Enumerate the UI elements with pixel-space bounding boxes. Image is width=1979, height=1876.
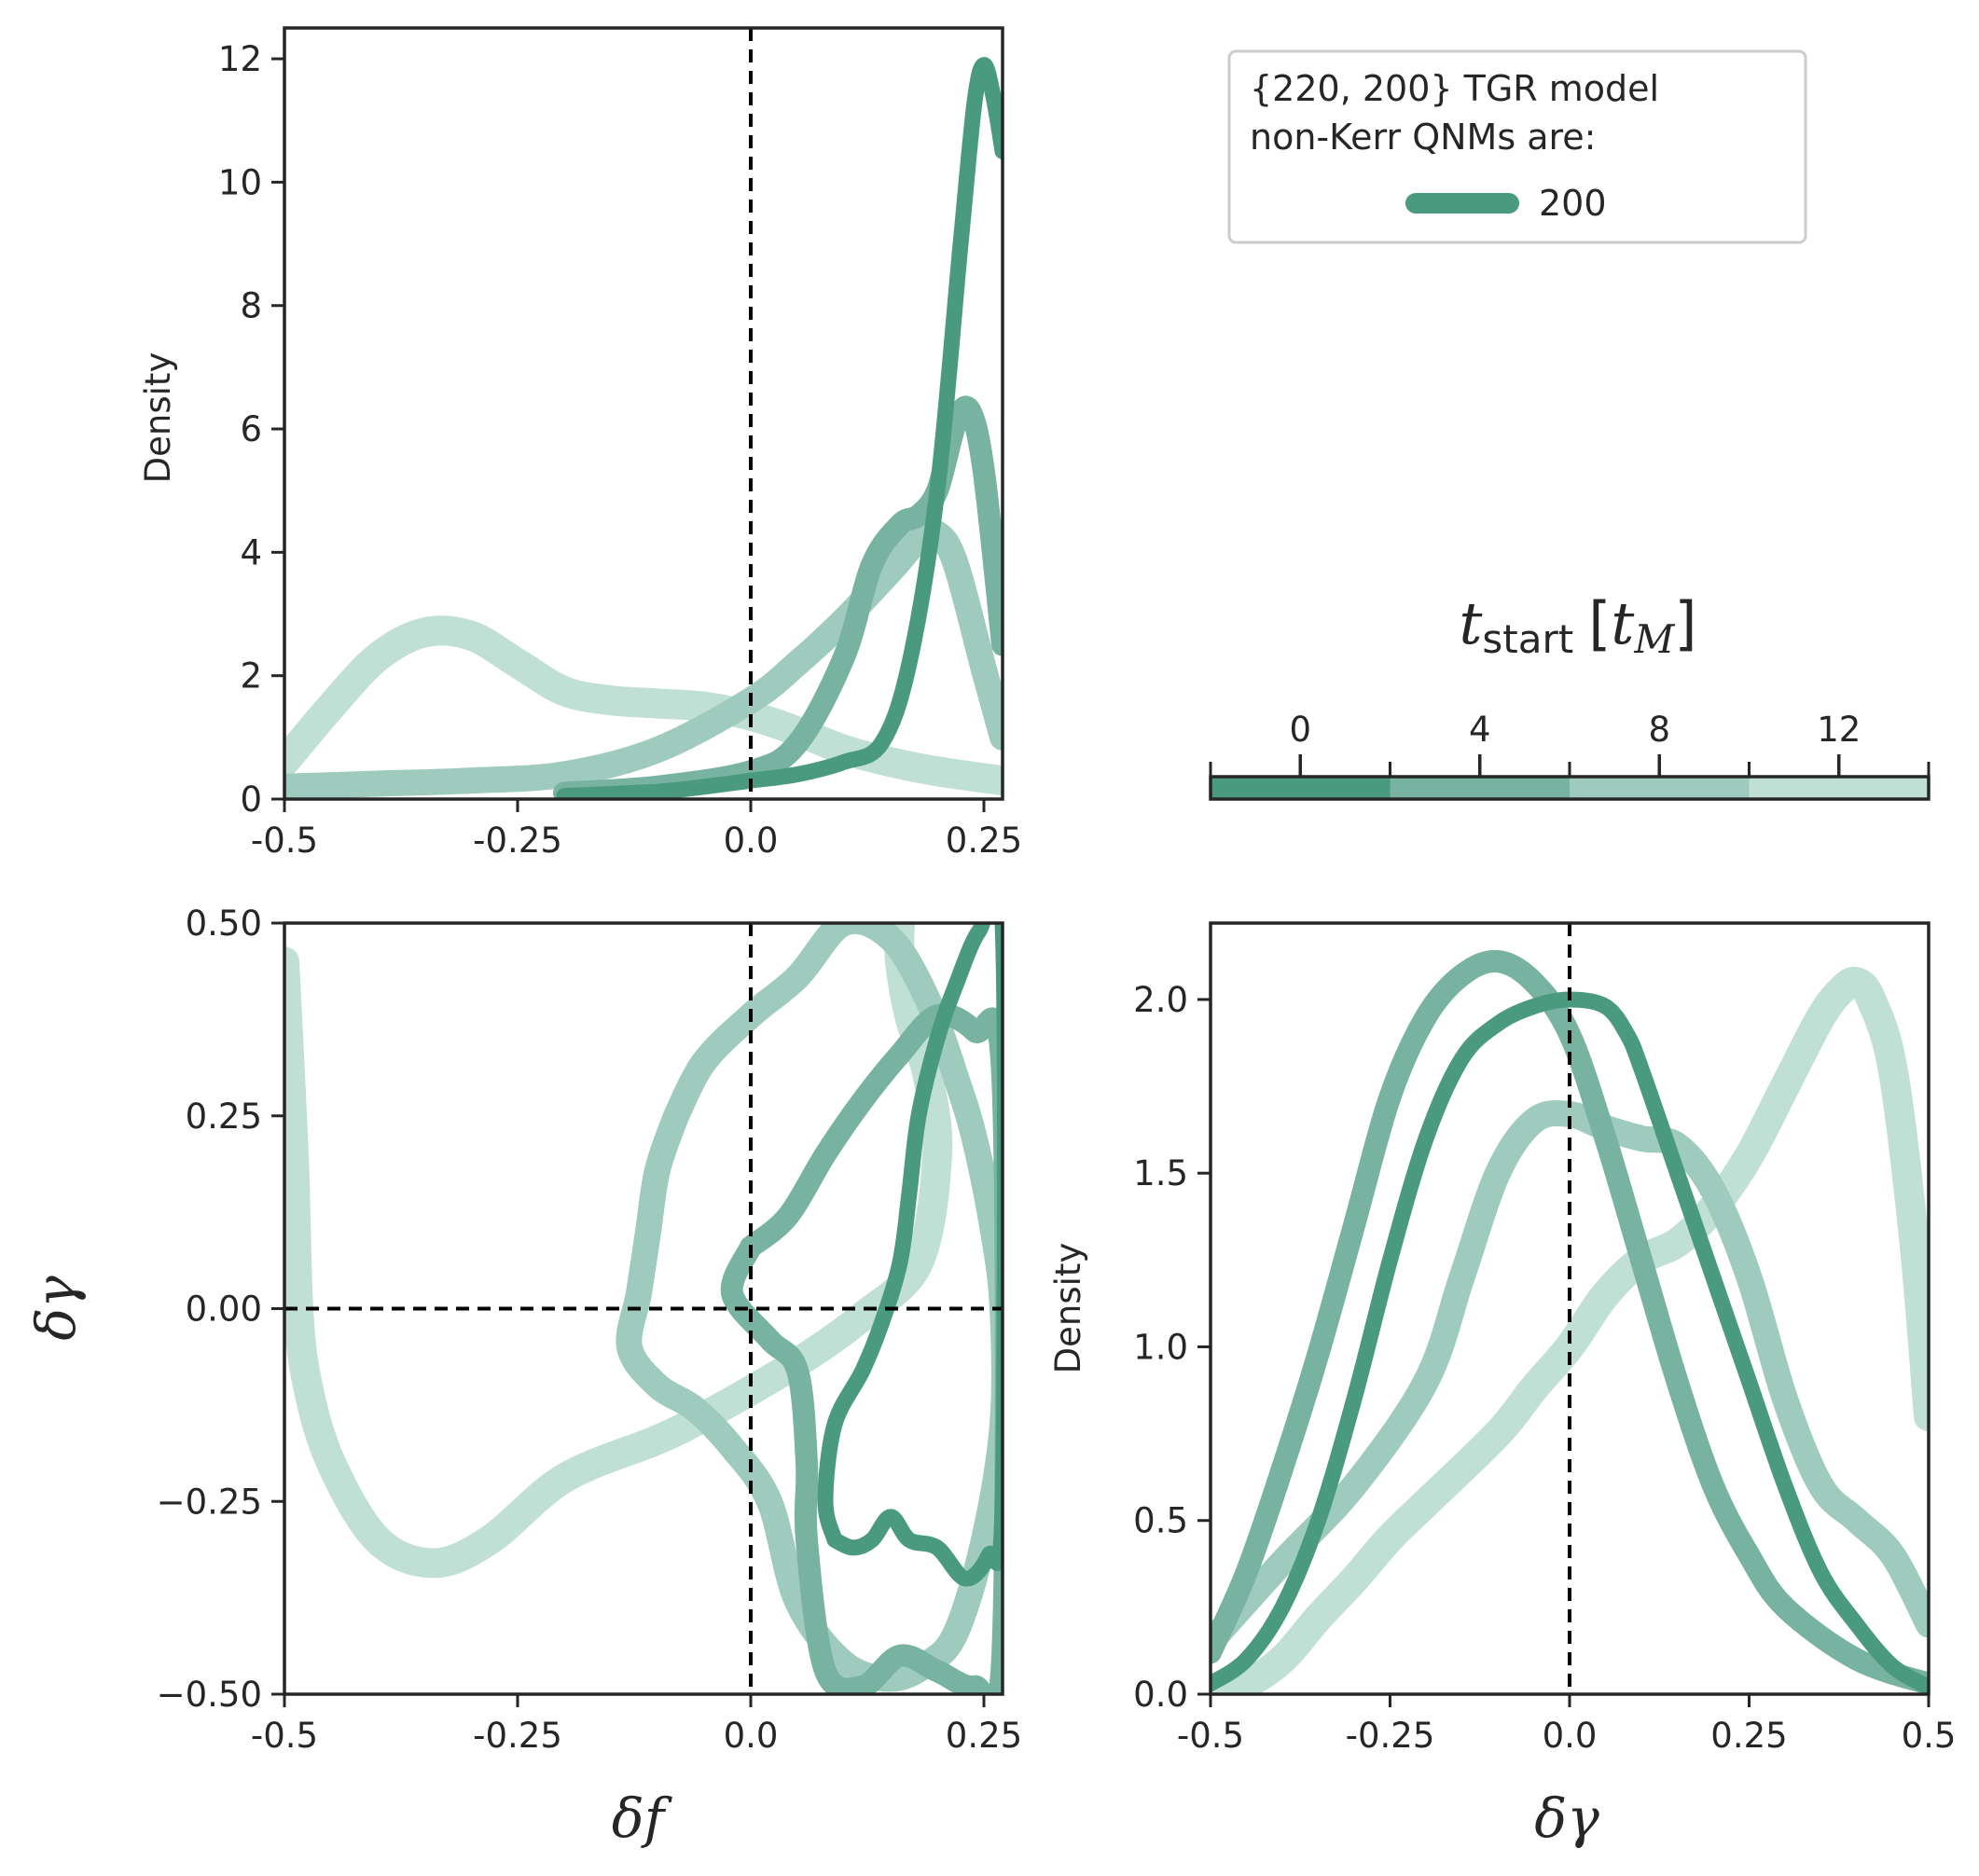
- ytick-label: 4: [240, 532, 262, 572]
- colorbar-tick-label: 0: [1289, 710, 1311, 750]
- legend-title-line1: {220, 200} TGR model: [1250, 68, 1659, 109]
- panel-bottom-left: -0.5 -0.25 0.0 0.25 −0.50 −0.25 0.00 0.25 0.50 δ…: [24, 904, 1023, 1850]
- colorbar-bins: [1211, 777, 1929, 799]
- colorbar-bin-0: [1211, 777, 1391, 799]
- legend-entry-label: 200: [1539, 183, 1607, 224]
- series-lightest-bottom-left: [284, 923, 953, 1579]
- xtick-label: -0.5: [251, 821, 318, 861]
- ticks-bottom-right: -0.5 -0.25 0.0 0.25 0.5 0.0 0.5 1.0 1.5 2.0: [1133, 980, 1956, 1756]
- xtick-label: 0.0: [724, 1716, 779, 1756]
- ytick-label: 6: [240, 409, 262, 449]
- series-dark-bottom-right: [1211, 991, 1929, 1694]
- colorbar-bin-3: [1749, 777, 1929, 799]
- xtick-label: 0.25: [946, 821, 1022, 861]
- curves-top-left: [284, 57, 1003, 799]
- frame-bottom-right: [1209, 921, 1931, 1696]
- ytick-label: 12: [218, 39, 262, 79]
- series-mid-bottom-left: [720, 1003, 1003, 1694]
- xtick-label: -0.5: [251, 1716, 318, 1756]
- xtick-label: -0.25: [473, 821, 562, 861]
- ytick-label: 0.0: [1133, 1675, 1188, 1715]
- ytick-label: 8: [240, 286, 262, 326]
- series-dark-bottom-left: [817, 923, 1003, 1587]
- ytick-label: 1.0: [1133, 1327, 1188, 1367]
- xtick-label: 0.25: [946, 1716, 1022, 1756]
- xtick-label: 0.0: [724, 821, 779, 861]
- series-mid-bottom-right: [1211, 949, 1929, 1694]
- colorbar-bin-2: [1570, 777, 1750, 799]
- colorbar-title: tstart [tM]: [1459, 589, 1696, 662]
- xtick-label: 0.0: [1543, 1716, 1598, 1756]
- colorbar-tick-label: 12: [1817, 710, 1861, 750]
- colorbar-bin-1: [1390, 777, 1570, 799]
- xlabel-bottom-right: δγ: [1534, 1786, 1599, 1850]
- panel-bottom-right: -0.5 -0.25 0.0 0.25 0.5 0.0 0.5 1.0 1.5 2.0 Densi…: [1048, 921, 1956, 1850]
- xlabel-bottom-left: δf: [612, 1786, 673, 1850]
- colorbar-tick-label: 4: [1469, 710, 1491, 750]
- colorbar-tick-label: 8: [1648, 710, 1670, 750]
- ytick-label: 0.00: [186, 1290, 262, 1330]
- xtick-label: -0.5: [1177, 1716, 1244, 1756]
- series-lightest-bottom-right: [1211, 966, 1929, 1694]
- xtick-label: 0.25: [1710, 1716, 1787, 1756]
- series-light-top-left: [284, 518, 1003, 799]
- colorbar: tstart [tM] 0 4 8 12: [1209, 589, 1931, 801]
- panel-top-left: -0.5 -0.25 0.0 0.25 0 2 4 6 8 10 12 Density: [138, 26, 1022, 861]
- xtick-label: -0.25: [473, 1716, 562, 1756]
- ytick-label: 2.0: [1133, 980, 1188, 1020]
- ytick-label: 0.5: [1133, 1501, 1188, 1541]
- ylabel-bottom-left: δγ: [24, 1276, 88, 1341]
- ylabel-bottom-right: Density: [1048, 1243, 1088, 1374]
- curves-bottom-right: [1211, 949, 1929, 1694]
- xtick-label: 0.5: [1902, 1716, 1957, 1756]
- ytick-label: 0.50: [186, 904, 262, 944]
- legend-box: [1227, 49, 1807, 244]
- colorbar-ticks: 0 4 8 12: [1209, 710, 1931, 777]
- ticks-top-left: -0.5 -0.25 0.0 0.25 0 2 4 6 8 10 12: [218, 39, 1022, 861]
- ylabel-top-left: Density: [138, 352, 178, 484]
- curves-bottom-left: [284, 923, 1003, 1694]
- ytick-label: 2: [240, 656, 262, 697]
- frame-top-left: [283, 26, 1004, 801]
- colorbar-frame: [1209, 775, 1931, 801]
- ticks-bottom-left: -0.5 -0.25 0.0 0.25 −0.50 −0.25 0.00 0.25 0.50: [157, 904, 1023, 1756]
- legend: {220, 200} TGR model non-Kerr QNMs are: …: [1227, 49, 1807, 244]
- xtick-label: -0.25: [1346, 1716, 1435, 1756]
- ytick-label: 0: [240, 779, 262, 820]
- ytick-label: 10: [218, 162, 262, 202]
- legend-title-line2: non-Kerr QNMs are:: [1250, 117, 1596, 158]
- ytick-label: −0.50: [157, 1675, 262, 1715]
- ytick-label: −0.25: [157, 1482, 262, 1522]
- ytick-label: 1.5: [1133, 1153, 1188, 1193]
- ytick-label: 0.25: [186, 1097, 262, 1137]
- series-dark-top-left: [556, 57, 1003, 799]
- frame-bottom-left: [283, 921, 1004, 1696]
